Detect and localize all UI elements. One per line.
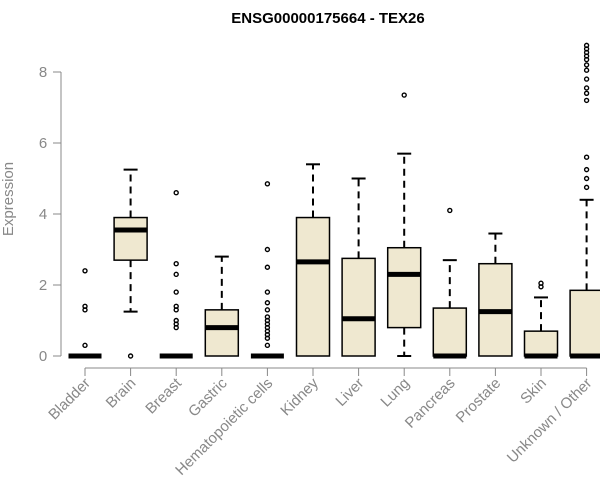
box-hematopoietic-cells [250, 181, 284, 359]
box-rect [113, 216, 148, 261]
box-lung [386, 92, 422, 357]
box-unknown-other [569, 42, 600, 359]
outlier-point [82, 303, 88, 309]
outlier-point [173, 303, 179, 309]
y-axis: 0 2 4 6 8 [39, 64, 62, 365]
outlier-point [82, 268, 88, 274]
outlier-point [583, 154, 590, 160]
box-rect [204, 309, 240, 357]
x-tick-label: Prostate [453, 375, 505, 427]
x-tick-label: Gastric [185, 374, 231, 420]
outlier-point [173, 261, 179, 267]
box-gastric [204, 255, 240, 357]
outlier-point [173, 189, 179, 196]
outlier-point [264, 307, 271, 313]
y-tick-label: 0 [39, 348, 47, 365]
x-tick-label: Skin [517, 375, 550, 408]
y-tick-label: 6 [39, 135, 47, 152]
outlier-point [447, 207, 453, 214]
chart-title: ENSG00000175664 - TEX26 [231, 10, 424, 27]
outlier-point [583, 42, 590, 49]
outlier-point [264, 314, 271, 320]
box-rect [523, 330, 559, 357]
box-brain [113, 168, 148, 359]
x-tick-label: Brain [103, 375, 140, 412]
x-tick-label: Unknown / Other [504, 375, 596, 467]
outlier-point [264, 246, 271, 253]
outlier-point [264, 181, 271, 187]
outlier-point [264, 300, 271, 306]
x-tick-label: Lung [377, 375, 413, 411]
outlier-point [173, 289, 179, 295]
outlier-point [264, 264, 271, 270]
box-pancreas [432, 207, 468, 359]
outlier-point [264, 342, 271, 349]
box-rect [569, 289, 600, 357]
outlier-point [583, 166, 590, 173]
y-tick-label: 2 [39, 277, 47, 294]
outlier-point [82, 342, 88, 349]
outlier-point [583, 85, 590, 91]
y-axis-label: Expression [0, 162, 17, 236]
x-tick-label: Bladder [45, 375, 94, 424]
box-breast [159, 189, 193, 359]
box-rect [295, 216, 331, 357]
outlier-point [583, 175, 590, 182]
outlier-point [583, 62, 590, 68]
outlier-point [583, 90, 590, 97]
box-bladder [68, 268, 102, 359]
y-tick-label: 8 [39, 64, 47, 81]
box-rect [432, 307, 468, 357]
box-kidney [295, 163, 331, 357]
x-tick-label: Breast [142, 374, 185, 417]
x-tick-label: Pancreas [402, 375, 459, 432]
box-skin [523, 280, 559, 359]
x-tick-label: Liver [332, 375, 367, 410]
boxes-group [68, 42, 600, 359]
outlier-point [583, 76, 590, 82]
outlier-point [583, 67, 590, 73]
y-tick-label: 4 [39, 206, 47, 223]
box-liver [341, 177, 376, 357]
box-rect [341, 257, 376, 357]
outlier-point [538, 280, 544, 286]
outlier-point [127, 353, 134, 359]
outlier-point [583, 97, 590, 104]
outlier-point [173, 271, 179, 278]
outlier-point [264, 289, 271, 295]
box-prostate [478, 232, 513, 357]
outlier-point [173, 317, 179, 324]
box-rect [386, 246, 422, 329]
outlier-point [583, 184, 590, 191]
x-tick-label: Kidney [277, 374, 322, 419]
outlier-point [401, 92, 407, 98]
